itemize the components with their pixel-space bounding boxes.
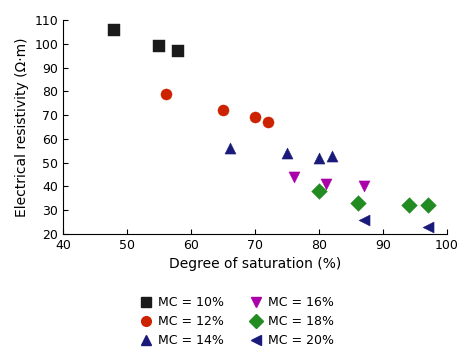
Point <box>110 27 118 32</box>
Point <box>226 145 233 151</box>
Point <box>405 203 412 208</box>
Point <box>315 188 323 194</box>
Legend: MC = 10%, MC = 12%, MC = 14%, MC = 16%, MC = 18%, MC = 20%: MC = 10%, MC = 12%, MC = 14%, MC = 16%, … <box>134 290 340 354</box>
Point <box>162 91 169 96</box>
Point <box>155 43 163 49</box>
Point <box>360 217 368 222</box>
Y-axis label: Electrical resistivity (Ω·m): Electrical resistivity (Ω·m) <box>15 37 29 217</box>
Point <box>424 224 432 230</box>
Point <box>219 108 227 113</box>
Point <box>424 203 432 208</box>
Point <box>251 114 259 120</box>
Point <box>322 181 329 187</box>
Point <box>290 174 297 180</box>
Point <box>354 200 361 206</box>
Point <box>360 184 368 189</box>
Point <box>315 155 323 161</box>
Point <box>174 48 182 54</box>
X-axis label: Degree of saturation (%): Degree of saturation (%) <box>169 257 341 271</box>
Point <box>264 120 272 125</box>
Point <box>283 150 291 156</box>
Point <box>328 153 336 158</box>
